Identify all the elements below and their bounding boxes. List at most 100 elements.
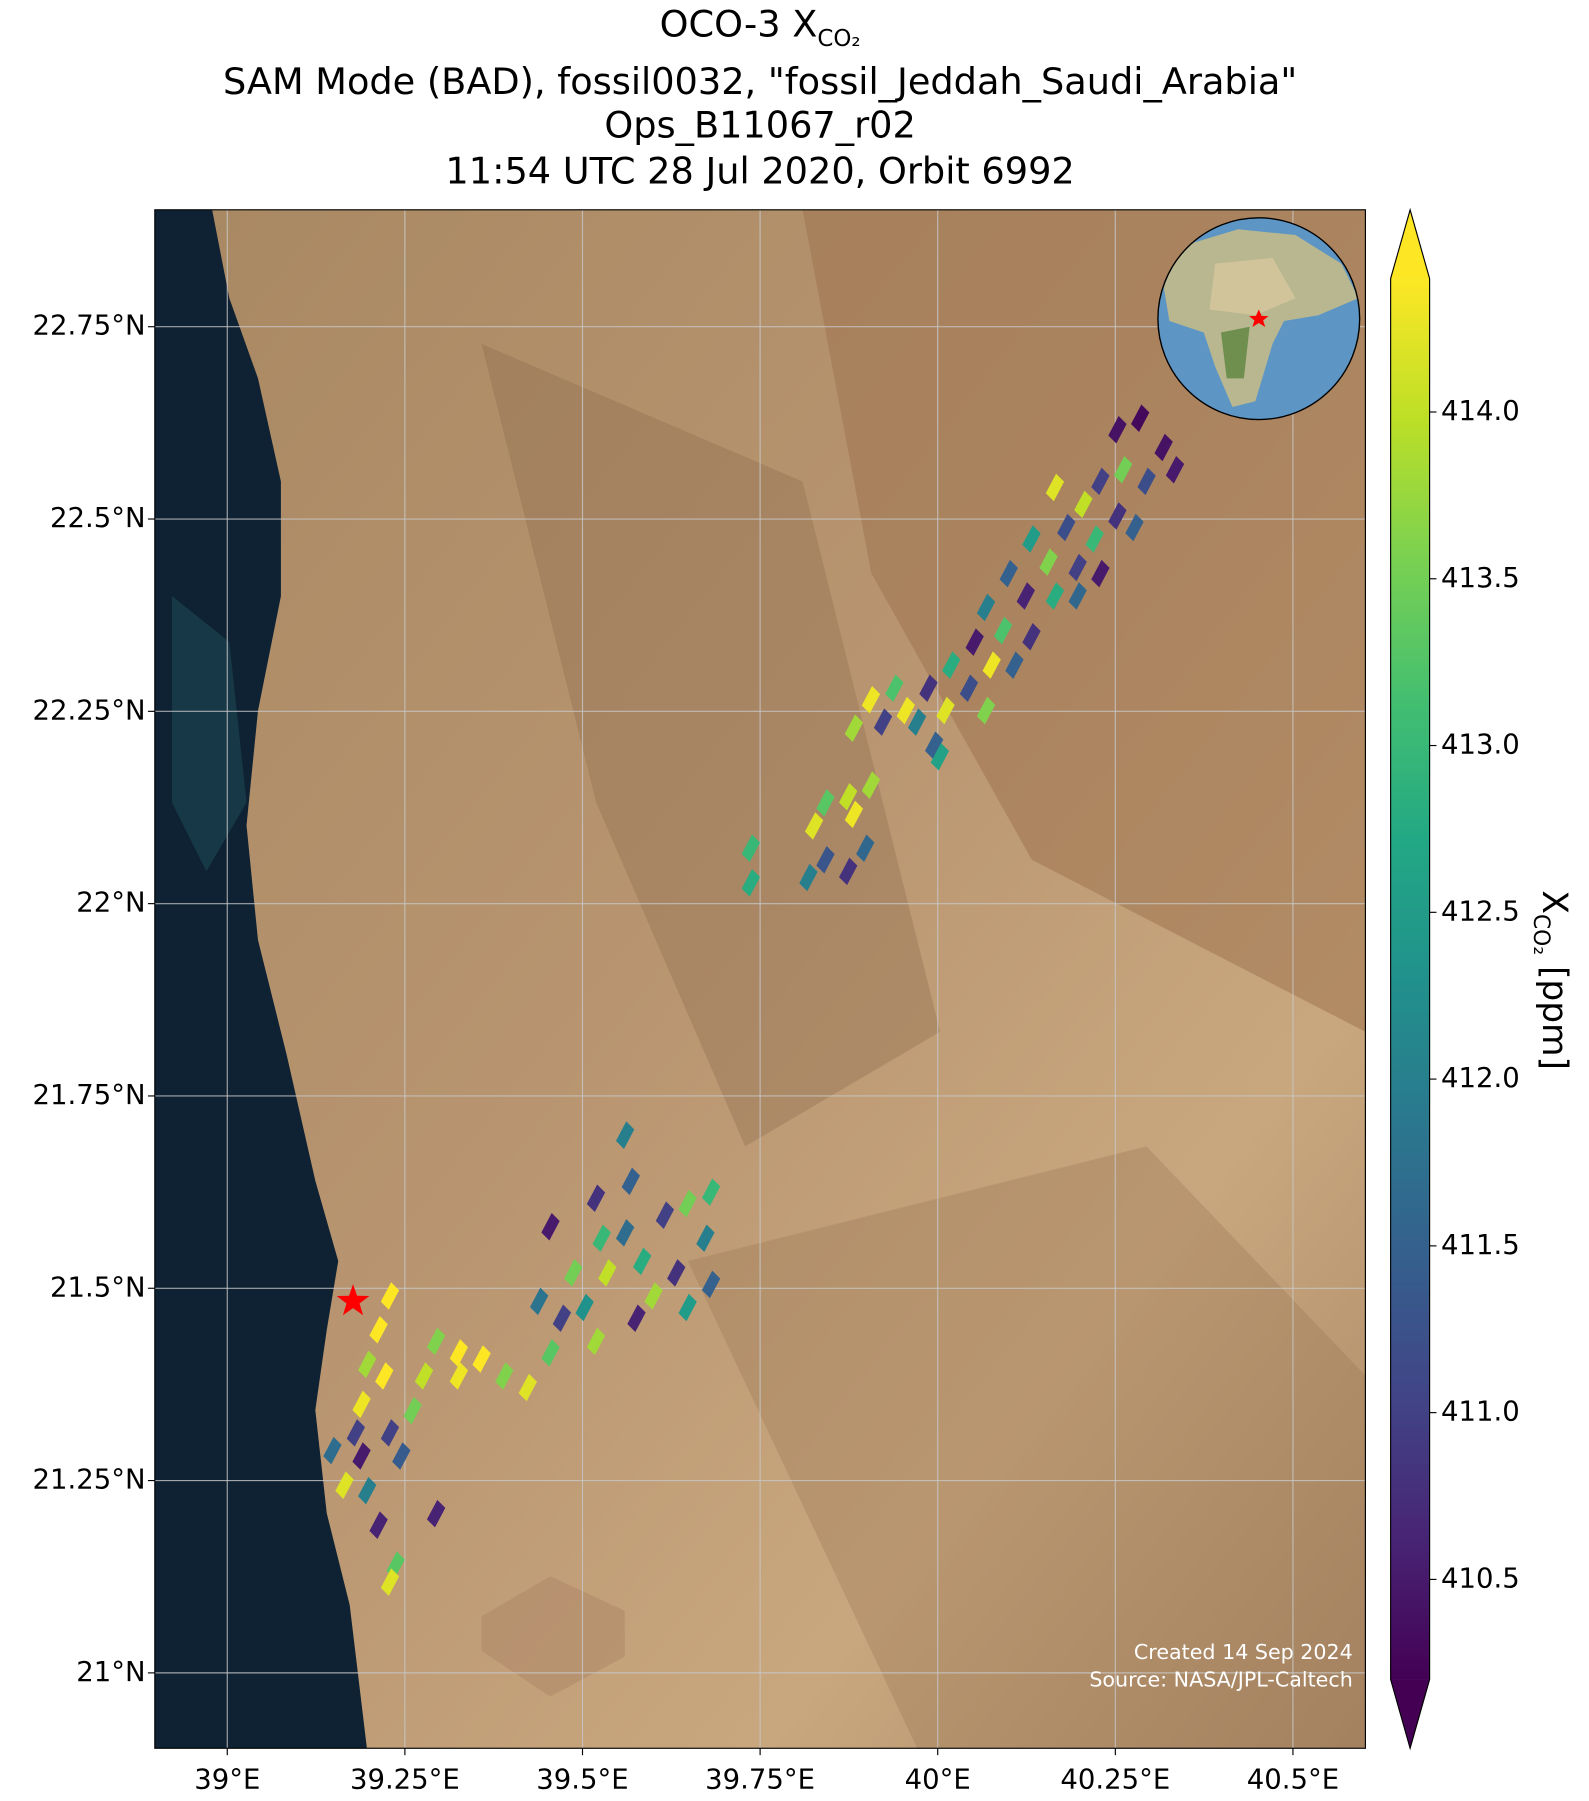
sounding [380, 1568, 400, 1596]
sounding [598, 1259, 617, 1287]
title-line: 11:54 UTC 28 Jul 2020, Orbit 6992 [445, 149, 1074, 192]
sounding [392, 1442, 411, 1470]
colorbar-tick-label: 413.0 [1441, 729, 1520, 761]
sounding [976, 696, 996, 725]
colorbar-tick-label: 411.5 [1441, 1229, 1520, 1261]
colorbar-label-text: X [1534, 890, 1574, 914]
sounding [696, 1224, 715, 1253]
sounding [472, 1345, 491, 1373]
sounding [1045, 473, 1065, 502]
sounding [426, 1499, 446, 1528]
y-tick-label: 21.75°N [33, 1079, 146, 1111]
y-tick-label: 22.5°N [50, 502, 146, 534]
sounding [380, 1419, 400, 1447]
credit: Source: NASA/JPL-Caltech [1089, 1667, 1352, 1691]
sounding [861, 686, 881, 714]
colorbar-tick-label: 412.0 [1441, 1062, 1520, 1094]
x-tick-label: 39.75°E [705, 1763, 815, 1795]
sounding [804, 812, 824, 840]
sounding [449, 1339, 469, 1367]
sounding [586, 1327, 606, 1356]
colorbar-tick-label: 413.5 [1441, 562, 1520, 594]
sounding [1113, 456, 1133, 484]
sounding [346, 1419, 366, 1447]
colorbar-label: XCO₂ [ppm] [1528, 890, 1574, 1070]
sounding [552, 1304, 572, 1333]
sounding [1057, 513, 1076, 542]
sounding [839, 857, 858, 886]
y-tick-label: 22°N [76, 887, 145, 919]
sounding [982, 651, 1001, 679]
sounding [352, 1390, 371, 1419]
sounding [741, 834, 761, 863]
sounding [1068, 553, 1087, 582]
x-tick-label: 39°E [194, 1763, 260, 1795]
sounding [942, 651, 961, 679]
title-subscript: CO₂ [817, 26, 860, 52]
sounding [529, 1287, 549, 1316]
sounding [575, 1293, 594, 1322]
sounding [885, 674, 904, 703]
colorbar-label-sub: CO₂ [1528, 914, 1553, 955]
globe-inset [1157, 217, 1361, 421]
sounding [369, 1316, 388, 1344]
sounding [839, 782, 858, 811]
sounding [495, 1362, 514, 1390]
sounding [1045, 582, 1065, 610]
sounding [993, 616, 1013, 645]
sounding [518, 1373, 537, 1402]
y-tick-label: 22.25°N [33, 694, 146, 726]
x-tick-label: 40.5°E [1247, 1763, 1339, 1795]
sounding [678, 1293, 697, 1322]
sounding [856, 834, 875, 863]
colorbar [1390, 278, 1430, 1680]
colorbar-frame [1390, 207, 1431, 1751]
sounding [615, 1219, 635, 1247]
title-line: Ops_B11067_r02 [604, 104, 915, 147]
sounding [936, 696, 955, 725]
sounding [1125, 513, 1144, 542]
sounding [426, 1327, 446, 1356]
sounding [799, 863, 818, 892]
sounding [976, 593, 996, 622]
sounding [930, 742, 950, 771]
title-line: OCO-3 XCO₂ [660, 3, 861, 52]
target-marker [336, 1284, 370, 1316]
sounding [1022, 622, 1041, 651]
sounding [541, 1339, 560, 1367]
sounding [816, 846, 835, 874]
sounding [1022, 525, 1041, 553]
sounding [335, 1471, 354, 1499]
sounding [1108, 502, 1127, 530]
sounding [844, 714, 864, 743]
sounding [633, 1247, 652, 1276]
sounding [1091, 559, 1110, 588]
sounding [896, 696, 915, 725]
sounding [323, 1436, 342, 1465]
sounding [358, 1476, 377, 1505]
sounding [655, 1201, 675, 1229]
x-tick-label: 39.25°E [350, 1763, 460, 1795]
sounding [1016, 582, 1035, 610]
colorbar-label-text: [ppm] [1534, 955, 1574, 1070]
sounding [678, 1189, 697, 1218]
colorbar-tick-label: 414.0 [1441, 395, 1520, 427]
sounding [627, 1304, 646, 1333]
sounding [358, 1350, 377, 1379]
sounding [592, 1224, 611, 1253]
sounding [907, 708, 927, 736]
sounding [1005, 651, 1024, 679]
sounding [999, 559, 1018, 588]
y-tick-label: 22.75°N [33, 310, 146, 342]
sounding [1165, 456, 1185, 484]
colorbar-extend [1390, 1679, 1430, 1749]
colorbar-tick-label: 410.5 [1441, 1562, 1520, 1594]
sounding [352, 1442, 371, 1470]
sounding [380, 1282, 400, 1310]
sounding [375, 1362, 394, 1390]
sounding [1137, 467, 1156, 496]
sounding [541, 1212, 560, 1241]
sounding [621, 1167, 640, 1196]
